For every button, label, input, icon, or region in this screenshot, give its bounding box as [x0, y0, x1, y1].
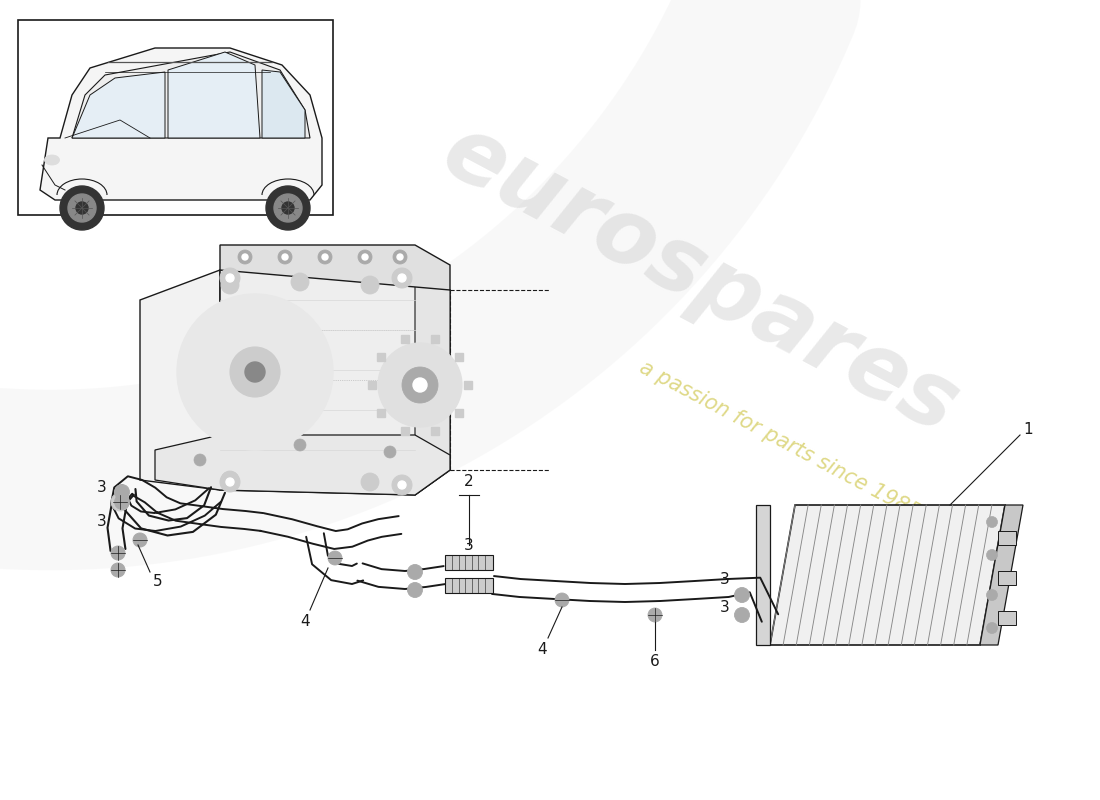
Circle shape	[226, 274, 234, 282]
Circle shape	[407, 565, 422, 579]
Text: 4: 4	[300, 614, 310, 630]
Polygon shape	[140, 270, 220, 490]
Polygon shape	[415, 270, 450, 495]
Circle shape	[230, 347, 280, 397]
Polygon shape	[770, 505, 1005, 645]
Bar	[402, 426, 409, 434]
Circle shape	[60, 186, 104, 230]
Circle shape	[282, 254, 288, 260]
Circle shape	[393, 250, 407, 264]
Bar	[431, 335, 439, 343]
Circle shape	[987, 517, 998, 527]
Bar	[377, 353, 385, 361]
Bar	[464, 381, 472, 389]
Circle shape	[384, 446, 396, 458]
Text: 3: 3	[720, 601, 730, 615]
Circle shape	[987, 622, 998, 634]
Bar	[402, 335, 409, 343]
Circle shape	[220, 472, 240, 492]
Bar	[454, 410, 463, 418]
Polygon shape	[220, 270, 450, 495]
Circle shape	[282, 202, 294, 214]
Ellipse shape	[44, 155, 59, 165]
Circle shape	[278, 250, 292, 264]
Circle shape	[987, 590, 998, 601]
Circle shape	[292, 273, 309, 291]
Circle shape	[111, 493, 129, 511]
Circle shape	[68, 194, 96, 222]
Polygon shape	[72, 52, 310, 138]
Circle shape	[361, 276, 379, 294]
Circle shape	[318, 250, 332, 264]
Circle shape	[402, 367, 438, 403]
Polygon shape	[262, 70, 305, 138]
Polygon shape	[168, 52, 260, 138]
Text: a passion for parts since 1985: a passion for parts since 1985	[636, 358, 924, 522]
Text: 6: 6	[650, 654, 660, 670]
Polygon shape	[155, 435, 450, 495]
Polygon shape	[72, 72, 165, 138]
Bar	[368, 381, 376, 389]
Text: 1: 1	[1023, 422, 1033, 438]
Text: 2: 2	[464, 474, 474, 490]
Circle shape	[398, 481, 406, 489]
Circle shape	[735, 607, 749, 622]
Circle shape	[226, 478, 234, 486]
Circle shape	[361, 473, 379, 491]
Circle shape	[294, 439, 306, 451]
Circle shape	[397, 254, 403, 260]
Bar	[998, 611, 1016, 625]
Circle shape	[648, 608, 662, 622]
Circle shape	[114, 494, 130, 510]
Bar	[446, 554, 493, 570]
Bar	[431, 426, 439, 434]
Circle shape	[266, 186, 310, 230]
Circle shape	[378, 343, 462, 427]
Circle shape	[412, 378, 427, 392]
Polygon shape	[220, 245, 450, 290]
Circle shape	[407, 582, 422, 598]
Polygon shape	[40, 48, 322, 200]
Circle shape	[111, 546, 125, 560]
Bar	[756, 505, 770, 645]
Bar	[446, 578, 493, 593]
Circle shape	[221, 471, 239, 489]
Circle shape	[220, 268, 240, 288]
Circle shape	[114, 485, 130, 499]
Circle shape	[242, 254, 248, 260]
Polygon shape	[980, 505, 1023, 645]
Bar	[454, 353, 463, 361]
Circle shape	[392, 475, 412, 495]
Circle shape	[328, 551, 342, 565]
Circle shape	[274, 194, 302, 222]
Circle shape	[76, 202, 88, 214]
Text: 4: 4	[537, 642, 547, 658]
Circle shape	[362, 254, 369, 260]
Bar	[18, 20, 333, 215]
Circle shape	[398, 274, 406, 282]
Bar	[998, 571, 1016, 585]
Circle shape	[221, 276, 239, 294]
Circle shape	[133, 533, 147, 547]
Circle shape	[177, 294, 333, 450]
Circle shape	[238, 250, 252, 264]
Text: eurospares: eurospares	[428, 107, 972, 453]
Bar	[377, 410, 385, 418]
Text: 3: 3	[97, 514, 107, 530]
Circle shape	[245, 362, 265, 382]
Text: 3: 3	[97, 481, 107, 495]
Circle shape	[322, 254, 328, 260]
Circle shape	[194, 454, 206, 466]
Circle shape	[735, 587, 749, 602]
Text: 3: 3	[464, 538, 474, 553]
Circle shape	[111, 563, 125, 577]
Text: 3: 3	[720, 573, 730, 587]
Bar	[998, 531, 1016, 545]
Text: 5: 5	[153, 574, 163, 590]
Circle shape	[358, 250, 372, 264]
Circle shape	[556, 593, 569, 607]
Circle shape	[392, 268, 412, 288]
Circle shape	[987, 550, 998, 561]
